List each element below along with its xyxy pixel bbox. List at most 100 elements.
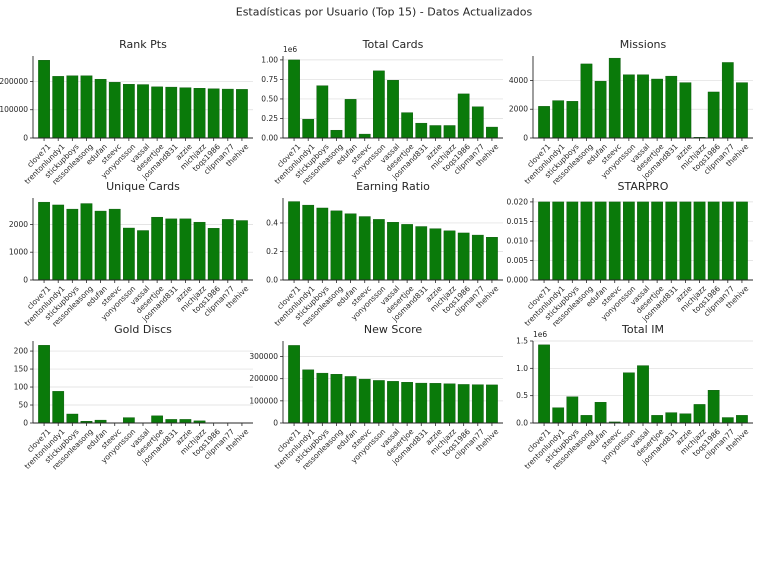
bar-vassal bbox=[387, 80, 399, 139]
y-tick-label: 2000 bbox=[9, 220, 28, 229]
y-tick-label: 100 bbox=[14, 383, 29, 392]
bar-trentonlundy1 bbox=[302, 369, 315, 424]
bar-thehive bbox=[736, 82, 748, 139]
bar-azzie bbox=[679, 413, 692, 424]
bar-josmand831 bbox=[415, 226, 428, 281]
bar-clipman77 bbox=[471, 234, 484, 281]
y-tick-label: 0.4 bbox=[266, 218, 278, 227]
y-tick-label: 150 bbox=[14, 365, 29, 374]
bar-yonyonsson bbox=[623, 74, 635, 139]
y-tick-label: 0.75 bbox=[261, 75, 278, 84]
bar-trentonlundy1 bbox=[552, 100, 565, 139]
y-tick-label: 0.50 bbox=[261, 94, 278, 103]
bar-ressonleasong bbox=[580, 63, 593, 139]
bar-ressonleasong bbox=[80, 75, 93, 139]
bar-stickupboys bbox=[316, 85, 329, 139]
bar-stickupboys bbox=[566, 101, 579, 139]
chart-title: Total Cards bbox=[362, 38, 424, 51]
bar-yonyonsson bbox=[373, 219, 385, 281]
bar-clipman77 bbox=[721, 417, 734, 424]
y-tick-label: 0 bbox=[23, 134, 28, 143]
bar-edufan bbox=[344, 376, 357, 424]
bar-michjazz bbox=[443, 125, 456, 139]
bar-clove71 bbox=[538, 106, 550, 139]
y-axis-multiplier: 1e6 bbox=[283, 45, 297, 54]
bar-edufan bbox=[594, 80, 607, 139]
bar-clove71 bbox=[538, 344, 550, 424]
y-tick-label: 0.00 bbox=[261, 134, 278, 143]
bar-clove71 bbox=[288, 345, 300, 424]
bar-yonyonsson bbox=[623, 201, 635, 281]
bar-stickupboys bbox=[66, 75, 79, 139]
bar-clipman77 bbox=[721, 62, 734, 139]
bar-edufan bbox=[344, 213, 357, 281]
bar-clove71 bbox=[288, 59, 300, 139]
chart-title: Total IM bbox=[621, 323, 664, 336]
y-tick-label: 100000 bbox=[249, 396, 278, 405]
bar-thehive bbox=[736, 201, 748, 281]
y-tick-label: 1.00 bbox=[261, 55, 278, 64]
y-tick-label: 0.020 bbox=[507, 197, 529, 206]
bar-vassal bbox=[137, 84, 149, 139]
y-tick-label: 100000 bbox=[0, 105, 28, 114]
bar-clipman77 bbox=[221, 219, 234, 281]
y-tick-label: 300000 bbox=[249, 352, 278, 361]
bar-trentonlundy1 bbox=[302, 204, 315, 281]
bar-ressonleasong bbox=[580, 201, 593, 281]
bar-clipman77 bbox=[471, 106, 484, 139]
bar-trentonlundy1 bbox=[52, 391, 65, 424]
bar-trentonlundy1 bbox=[552, 201, 565, 281]
bar-ressonleasong bbox=[330, 210, 343, 281]
bar-stickupboys bbox=[316, 207, 329, 281]
bar-steevc bbox=[358, 133, 371, 139]
bar-steevc bbox=[608, 201, 621, 281]
bar-yonyonsson bbox=[373, 380, 385, 424]
bar-thehive bbox=[236, 220, 248, 281]
bar-stickupboys bbox=[316, 372, 329, 424]
bar-vassal bbox=[637, 74, 649, 139]
bar-toqs1986 bbox=[707, 201, 720, 281]
bar-toqs1986 bbox=[207, 228, 220, 281]
y-tick-label: 0 bbox=[273, 419, 278, 428]
bar-josmand831 bbox=[165, 419, 178, 424]
bar-michjazz bbox=[693, 404, 706, 424]
bar-yonyonsson bbox=[123, 417, 135, 424]
bar-josmand831 bbox=[165, 218, 178, 281]
bar-azzie bbox=[679, 201, 692, 281]
bar-thehive bbox=[486, 384, 498, 424]
bar-stickupboys bbox=[66, 413, 79, 424]
bar-josmand831 bbox=[665, 201, 678, 281]
bar-yonyonsson bbox=[123, 84, 135, 139]
bar-vassal bbox=[637, 365, 649, 424]
bar-desertjoe bbox=[401, 224, 413, 281]
bar-stickupboys bbox=[566, 396, 579, 424]
bar-steevc bbox=[608, 57, 621, 139]
y-tick-label: 0.015 bbox=[507, 217, 529, 226]
bar-vassal bbox=[387, 381, 399, 424]
bar-stickupboys bbox=[66, 208, 79, 281]
bar-yonyonsson bbox=[123, 227, 135, 281]
bar-thehive bbox=[486, 237, 498, 281]
bar-clove71 bbox=[38, 345, 50, 424]
chart-title: Missions bbox=[620, 38, 667, 51]
bar-edufan bbox=[94, 78, 107, 139]
bar-josmand831 bbox=[415, 122, 428, 139]
bar-desertjoe bbox=[651, 415, 663, 424]
bar-desertjoe bbox=[651, 201, 663, 281]
bar-clipman77 bbox=[471, 384, 484, 424]
bar-steevc bbox=[108, 82, 121, 139]
bar-ressonleasong bbox=[80, 203, 93, 281]
bar-yonyonsson bbox=[623, 372, 635, 424]
bar-steevc bbox=[358, 216, 371, 281]
bar-ressonleasong bbox=[330, 129, 343, 139]
y-tick-label: 200000 bbox=[249, 374, 278, 383]
bar-toqs1986 bbox=[457, 232, 470, 281]
chart-title: Gold Discs bbox=[114, 323, 172, 336]
bar-toqs1986 bbox=[707, 390, 720, 424]
bar-michjazz bbox=[193, 221, 206, 281]
bar-edufan bbox=[594, 201, 607, 281]
bar-azzie bbox=[429, 383, 442, 424]
y-tick-label: 0 bbox=[23, 276, 28, 285]
bar-desertjoe bbox=[401, 112, 413, 139]
bar-trentonlundy1 bbox=[52, 76, 65, 139]
